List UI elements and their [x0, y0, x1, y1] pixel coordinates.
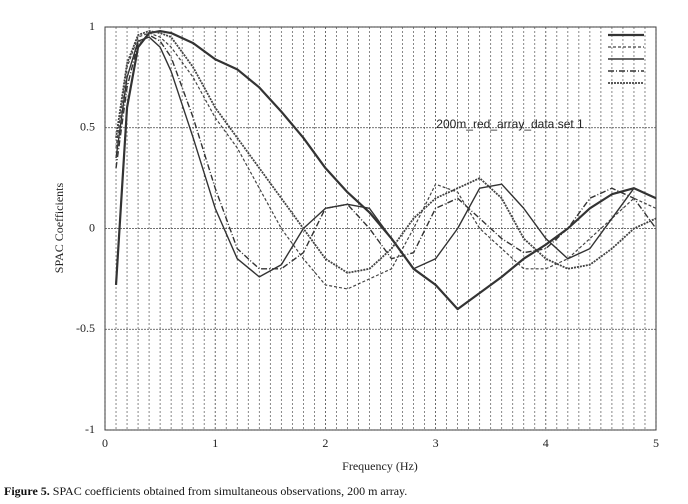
- series-line: [115, 30, 657, 274]
- x-tick-label: 1: [212, 436, 218, 450]
- y-tick-label: -0.5: [76, 321, 95, 335]
- x-tick-label: 3: [433, 436, 439, 450]
- y-tick-label: 0.5: [80, 120, 95, 134]
- series-line: [115, 36, 657, 278]
- x-tick-label: 5: [653, 436, 659, 450]
- annotation: 200m_red_array_data set 1: [436, 117, 584, 131]
- x-axis-label: Frequency (Hz): [342, 459, 418, 473]
- y-tick-label: 0: [89, 220, 95, 234]
- x-tick-label: 0: [102, 436, 108, 450]
- series-line: [114, 29, 657, 311]
- caption-label: Figure 5.: [4, 484, 50, 498]
- series-line: [115, 34, 657, 270]
- x-tick-label: 2: [322, 436, 328, 450]
- series-line: [115, 32, 657, 290]
- caption-text: SPAC coefficients obtained from simultan…: [52, 484, 408, 498]
- caption: Figure 5. SPAC coefficients obtained fro…: [4, 484, 407, 499]
- y-tick-label: -1: [85, 422, 95, 436]
- chart: 200m_red_array_data set 1 Frequency (Hz)…: [52, 19, 659, 473]
- y-axis-label: SPAC Coefficients: [52, 183, 66, 274]
- x-tick-label: 4: [543, 436, 549, 450]
- y-tick-label: 1: [89, 19, 95, 33]
